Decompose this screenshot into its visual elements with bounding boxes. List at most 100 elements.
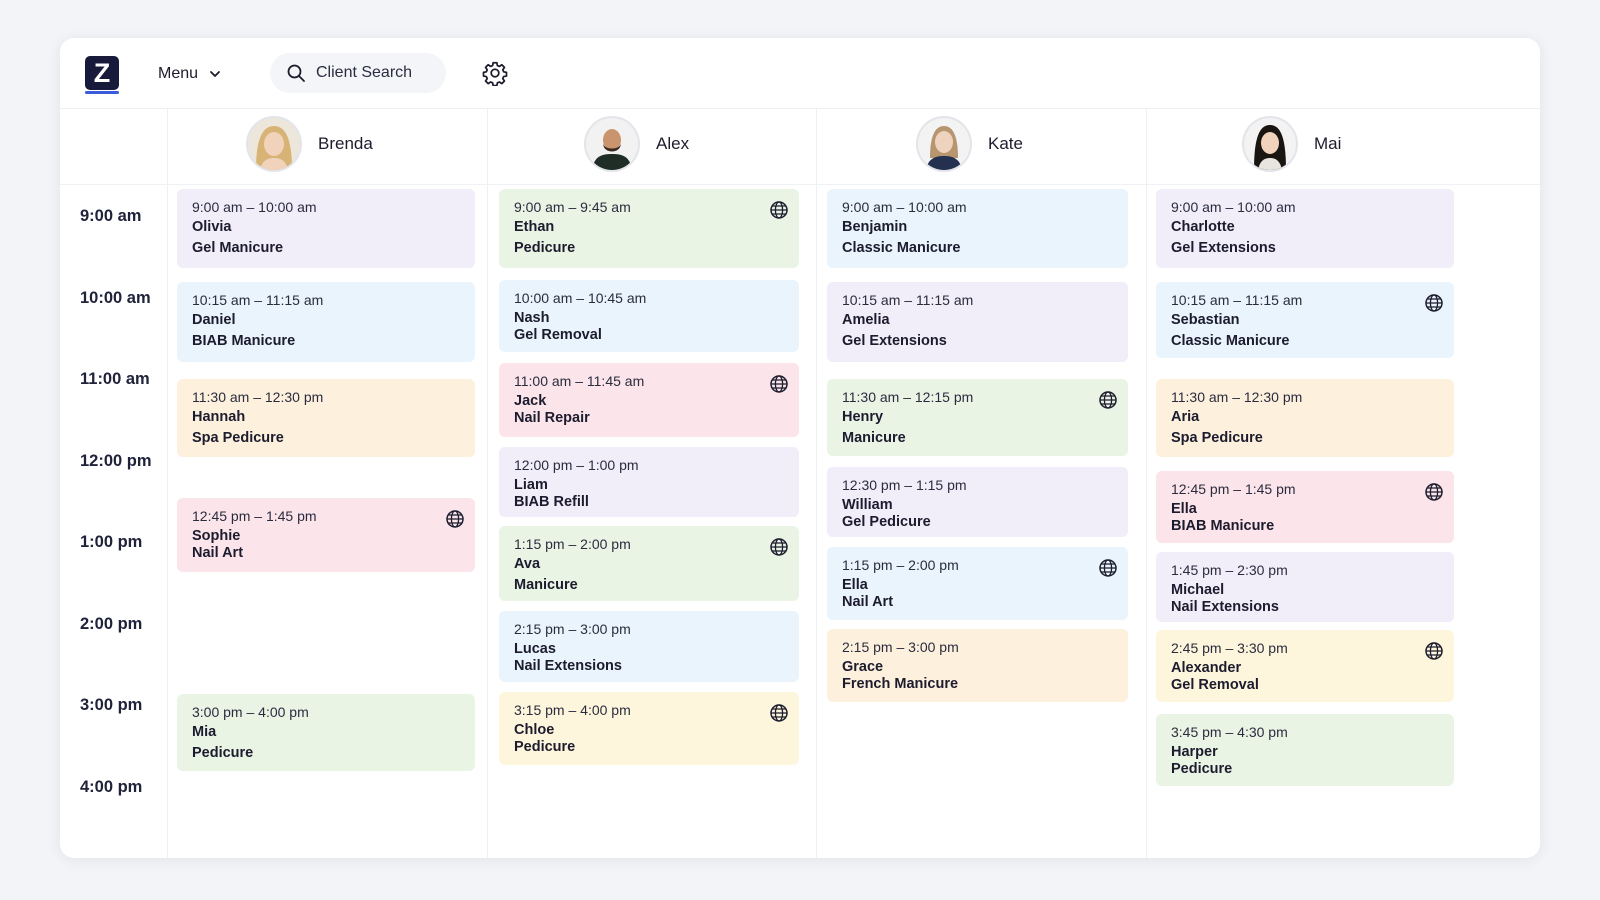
appointment-card[interactable]: 12:30 pm – 1:15 pm William Gel Pedicure [827, 467, 1128, 537]
appointment-card[interactable]: 11:30 am – 12:30 pm Aria Spa Pedicure [1156, 379, 1454, 457]
service-name: BIAB Refill [514, 494, 589, 510]
appointment-card[interactable]: 10:15 am – 11:15 am Daniel BIAB Manicure [177, 282, 475, 362]
time-label: 4:00 pm [80, 778, 143, 796]
appointment-card[interactable]: 9:00 am – 10:00 am Benjamin Classic Manicu… [827, 189, 1128, 268]
globe-icon [1424, 641, 1444, 661]
service-name: Gel Pedicure [842, 514, 931, 530]
globe-icon [1424, 482, 1444, 502]
appointment-time: 12:45 pm – 1:45 pm [192, 508, 317, 524]
service-name: Manicure [514, 577, 578, 593]
appointment-card[interactable]: 1:15 pm – 2:00 pm Ella Nail Art [827, 547, 1128, 620]
appointment-card[interactable]: 11:00 am – 11:45 am Jack Nail Repair [499, 363, 799, 437]
service-name: Nail Extensions [514, 658, 622, 674]
service-name: Classic Manicure [842, 240, 961, 256]
staff-header-row: Brenda Alex Kate [60, 108, 1540, 185]
time-label: 3:00 pm [80, 696, 143, 714]
service-name: Spa Pedicure [192, 430, 284, 446]
client-name: Sebastian [1171, 312, 1240, 328]
client-name: Lucas [514, 641, 556, 657]
column-divider [167, 108, 168, 858]
client-name: Amelia [842, 312, 890, 328]
appointment-time: 10:15 am – 11:15 am [842, 292, 974, 308]
appointment-card[interactable]: 3:15 pm – 4:00 pm Chloe Pedicure [499, 692, 799, 765]
appointment-card[interactable]: 2:45 pm – 3:30 pm Alexander Gel Removal [1156, 630, 1454, 702]
appointment-card[interactable]: 2:15 pm – 3:00 pm Lucas Nail Extensions [499, 611, 799, 682]
appointment-card[interactable]: 9:00 am – 10:00 am Olivia Gel Manicure [177, 189, 475, 268]
client-name: Charlotte [1171, 219, 1235, 235]
menu-label: Menu [158, 65, 199, 82]
service-name: Pedicure [514, 739, 576, 755]
appointment-card[interactable]: 11:30 am – 12:30 pm Hannah Spa Pedicure [177, 379, 475, 457]
appointment-card[interactable]: 1:45 pm – 2:30 pm Michael Nail Extensions [1156, 552, 1454, 622]
globe-icon [445, 509, 465, 529]
service-name: Manicure [842, 430, 906, 446]
client-name: Sophie [192, 528, 241, 544]
appointment-time: 9:00 am – 10:00 am [192, 199, 317, 215]
appointment-card[interactable]: 12:00 pm – 1:00 pm Liam BIAB Refill [499, 447, 799, 517]
search-placeholder: Client Search [316, 64, 413, 81]
client-name: Hannah [192, 409, 246, 425]
client-name: Ava [514, 556, 541, 572]
appointment-card[interactable]: 10:00 am – 10:45 am Nash Gel Removal [499, 280, 799, 352]
staff-name: Kate [988, 134, 1023, 153]
avatar [246, 116, 302, 172]
staff-header-alex[interactable]: Alex [584, 116, 689, 172]
service-name: Nail Repair [514, 410, 590, 426]
client-name: Alexander [1171, 660, 1242, 676]
time-label: 12:00 pm [80, 452, 152, 470]
appointment-time: 1:45 pm – 2:30 pm [1171, 562, 1288, 578]
client-name: Harper [1171, 744, 1218, 760]
appointment-card[interactable]: 12:45 pm – 1:45 pm Sophie Nail Art [177, 498, 475, 572]
avatar [584, 116, 640, 172]
appointment-time: 2:45 pm – 3:30 pm [1171, 640, 1288, 656]
service-name: Gel Removal [514, 327, 602, 343]
service-name: Gel Removal [1171, 677, 1259, 693]
appointment-time: 11:30 am – 12:15 pm [842, 389, 974, 405]
service-name: Pedicure [192, 745, 254, 761]
globe-icon [769, 703, 789, 723]
appointment-time: 9:00 am – 9:45 am [514, 199, 631, 215]
avatar [1242, 116, 1298, 172]
staff-name: Brenda [318, 134, 373, 153]
client-name: Ethan [514, 219, 555, 235]
client-name: William [842, 497, 893, 513]
appointment-card[interactable]: 9:00 am – 9:45 am Ethan Pedicure [499, 189, 799, 268]
client-search-input[interactable]: Client Search [270, 53, 446, 93]
client-name: Chloe [514, 722, 555, 738]
appointment-time: 1:15 pm – 2:00 pm [842, 557, 959, 573]
avatar [916, 116, 972, 172]
appointment-time: 12:30 pm – 1:15 pm [842, 477, 967, 493]
client-name: Benjamin [842, 219, 908, 235]
appointment-time: 10:15 am – 11:15 am [1171, 292, 1303, 308]
appointment-card[interactable]: 10:15 am – 11:15 am Amelia Gel Extensions [827, 282, 1128, 362]
appointment-card[interactable]: 2:15 pm – 3:00 pm Grace French Manicure [827, 629, 1128, 702]
appointment-card[interactable]: 3:45 pm – 4:30 pm Harper Pedicure [1156, 714, 1454, 786]
gear-icon[interactable] [482, 60, 508, 86]
client-name: Jack [514, 393, 547, 409]
time-label: 2:00 pm [80, 615, 143, 633]
appointment-card[interactable]: 9:00 am – 10:00 am Charlotte Gel Extension… [1156, 189, 1454, 268]
time-label: 11:00 am [80, 370, 150, 388]
menu-button[interactable]: Menu [158, 58, 222, 90]
client-name: Ella [842, 577, 868, 593]
appointment-card[interactable]: 3:00 pm – 4:00 pm Mia Pedicure [177, 694, 475, 771]
column-divider [1146, 108, 1147, 858]
service-name: BIAB Manicure [1171, 518, 1275, 534]
staff-header-brenda[interactable]: Brenda [246, 116, 373, 172]
logo[interactable]: Z [85, 56, 119, 90]
service-name: Pedicure [1171, 761, 1233, 777]
search-icon [287, 64, 305, 82]
appointment-card[interactable]: 11:30 am – 12:15 pm Henry Manicure [827, 379, 1128, 456]
appointment-time: 2:15 pm – 3:00 pm [514, 621, 631, 637]
appointment-card[interactable]: 12:45 pm – 1:45 pm Ella BIAB Manicure [1156, 471, 1454, 543]
appointment-time: 9:00 am – 10:00 am [1171, 199, 1296, 215]
staff-header-kate[interactable]: Kate [916, 116, 1023, 172]
appointment-card[interactable]: 1:15 pm – 2:00 pm Ava Manicure [499, 526, 799, 601]
schedule-card: Z Menu Client Search [60, 38, 1540, 858]
time-label: 1:00 pm [80, 533, 143, 551]
appointment-time: 10:15 am – 11:15 am [192, 292, 324, 308]
staff-header-mai[interactable]: Mai [1242, 116, 1341, 172]
appointment-time: 1:15 pm – 2:00 pm [514, 536, 631, 552]
service-name: French Manicure [842, 676, 959, 692]
appointment-card[interactable]: 10:15 am – 11:15 am Sebastian Classic Mani… [1156, 282, 1454, 358]
